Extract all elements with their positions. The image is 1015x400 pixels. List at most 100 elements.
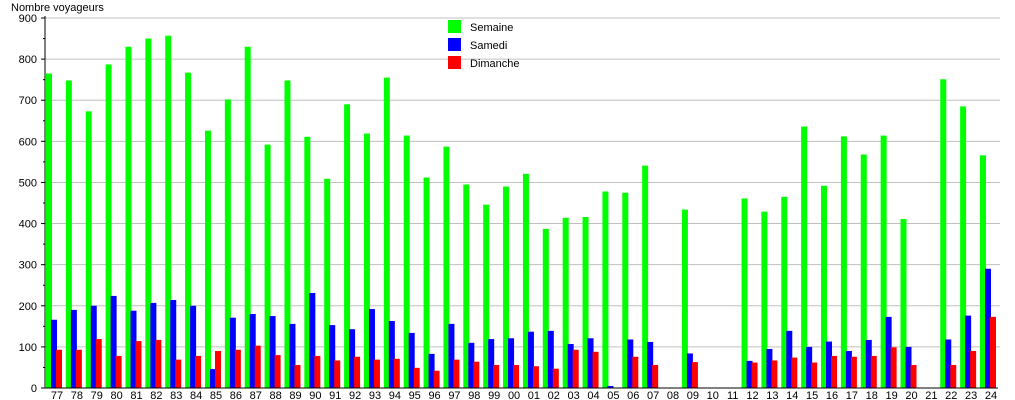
x-tick-label: 80: [110, 390, 122, 400]
bar-samedi-84: [190, 305, 197, 388]
bar-dimanche-20: [910, 364, 917, 388]
x-tick-label: 83: [170, 390, 182, 400]
bar-samedi-98: [468, 342, 475, 388]
bars: [46, 35, 996, 389]
bar-dimanche-19: [890, 347, 897, 388]
x-tick-label: 86: [230, 390, 242, 400]
x-tick-label: 16: [826, 390, 838, 400]
bar-samedi-89: [289, 323, 296, 388]
bar-semaine-88: [264, 144, 271, 388]
bar-semaine-79: [85, 111, 92, 389]
bar-semaine-03: [562, 217, 569, 388]
bar-samedi-01: [527, 331, 534, 388]
bar-semaine-84: [185, 72, 192, 388]
legend-label-semaine: Semaine: [470, 22, 513, 34]
bar-semaine-81: [125, 46, 132, 389]
x-tick-label: 01: [528, 390, 540, 400]
bar-semaine-14: [781, 196, 788, 388]
bar-dimanche-06: [632, 356, 639, 388]
bar-semaine-78: [65, 80, 72, 388]
x-tick-label: 87: [250, 390, 262, 400]
x-tick-label: 03: [568, 390, 580, 400]
bar-semaine-22: [940, 79, 947, 388]
bar-samedi-07: [647, 341, 654, 388]
bar-samedi-80: [110, 295, 117, 388]
legend-label-samedi: Samedi: [470, 40, 507, 52]
x-tick-label: 04: [587, 390, 599, 400]
bar-dimanche-16: [831, 355, 838, 388]
bar-dimanche-82: [155, 339, 162, 388]
bar-samedi-00: [508, 338, 515, 388]
bar-semaine-98: [463, 184, 470, 388]
bar-semaine-18: [860, 154, 867, 388]
bar-dimanche-90: [314, 355, 321, 388]
bar-dimanche-12: [751, 362, 758, 388]
x-tick-label: 19: [886, 390, 898, 400]
bar-semaine-90: [304, 136, 311, 388]
bar-samedi-99: [488, 339, 495, 388]
y-tick-label: 400: [19, 219, 37, 231]
bar-semaine-04: [582, 216, 589, 388]
bar-dimanche-86: [234, 349, 241, 388]
bar-samedi-78: [70, 309, 77, 388]
bar-semaine-80: [105, 64, 112, 388]
bar-semaine-92: [344, 104, 351, 388]
x-tick-label: 84: [190, 390, 202, 400]
bar-dimanche-22: [950, 364, 957, 388]
bar-dimanche-84: [195, 355, 202, 388]
x-tick-label: 82: [150, 390, 162, 400]
bar-dimanche-02: [552, 368, 559, 388]
bar-semaine-94: [383, 77, 390, 388]
x-tick-label: 22: [945, 390, 957, 400]
bar-dimanche-24: [990, 316, 996, 388]
bar-dimanche-85: [214, 351, 221, 388]
bar-samedi-12: [746, 360, 753, 388]
x-tick-label: 15: [806, 390, 818, 400]
x-tick-label: 93: [369, 390, 381, 400]
bar-semaine-02: [542, 228, 549, 388]
bar-semaine-17: [840, 136, 847, 388]
x-tick-label: 88: [269, 390, 281, 400]
bar-semaine-05: [602, 191, 609, 388]
bar-samedi-90: [309, 293, 316, 388]
bar-samedi-97: [448, 323, 455, 388]
bar-samedi-13: [766, 348, 773, 388]
bar-dimanche-79: [95, 339, 102, 388]
x-tick-label: 99: [488, 390, 500, 400]
legend-label-dimanche: Dimanche: [470, 58, 520, 70]
bar-semaine-91: [324, 178, 331, 388]
x-tick-label: 96: [428, 390, 440, 400]
x-tick-label: 21: [925, 390, 937, 400]
bar-samedi-83: [170, 300, 177, 388]
bar-dimanche-77: [56, 349, 62, 388]
bar-dimanche-87: [254, 345, 261, 388]
bar-samedi-87: [249, 314, 256, 388]
bar-dimanche-95: [413, 367, 420, 388]
x-tick-label: 81: [130, 390, 142, 400]
bar-dimanche-96: [433, 370, 440, 388]
bar-dimanche-15: [811, 362, 818, 388]
bar-samedi-24: [985, 268, 991, 388]
bar-samedi-18: [865, 339, 872, 388]
bar-semaine-82: [145, 38, 152, 389]
bar-dimanche-91: [334, 360, 341, 388]
bar-semaine-77: [46, 73, 52, 388]
bar-semaine-93: [363, 133, 370, 388]
x-tick-label: 00: [508, 390, 520, 400]
bar-samedi-93: [368, 309, 375, 388]
bar-semaine-85: [204, 130, 211, 388]
bar-dimanche-03: [572, 349, 579, 388]
legend-swatch-samedi: [448, 38, 461, 51]
x-tick-label: 85: [210, 390, 222, 400]
bar-samedi-96: [428, 353, 435, 388]
bar-dimanche-04: [592, 351, 599, 388]
x-tick-label: 10: [707, 390, 719, 400]
bar-dimanche-83: [175, 359, 182, 388]
bar-samedi-09: [686, 353, 693, 388]
bar-semaine-99: [483, 204, 490, 388]
bar-samedi-19: [885, 316, 892, 388]
bar-semaine-96: [423, 177, 430, 388]
bar-semaine-89: [284, 80, 291, 388]
bar-samedi-82: [150, 302, 157, 388]
bar-samedi-92: [349, 329, 356, 388]
